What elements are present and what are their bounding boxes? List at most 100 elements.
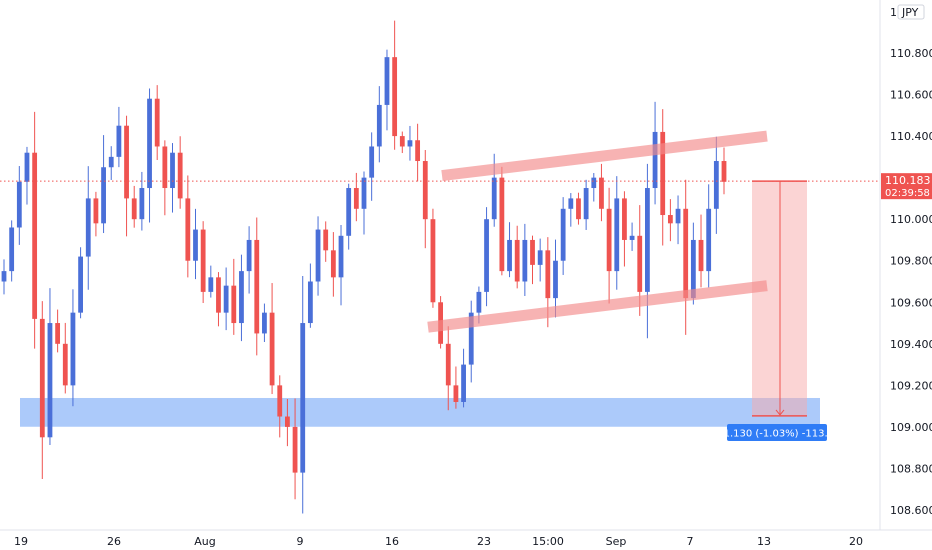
candle[interactable]	[254, 217, 260, 356]
candle[interactable]	[384, 49, 390, 131]
candle[interactable]	[553, 239, 558, 318]
candle[interactable]	[1, 259, 7, 295]
candle[interactable]	[85, 166, 91, 290]
candle[interactable]	[706, 184, 712, 288]
candle-body	[499, 177, 505, 272]
candle[interactable]	[285, 398, 290, 447]
candle[interactable]	[62, 322, 68, 394]
candle[interactable]	[147, 88, 152, 223]
candle[interactable]	[323, 221, 329, 262]
candle[interactable]	[116, 106, 122, 168]
candle[interactable]	[698, 214, 704, 288]
candle[interactable]	[32, 111, 38, 349]
candle[interactable]	[131, 185, 137, 228]
candle[interactable]	[537, 238, 543, 282]
candle[interactable]	[216, 272, 221, 327]
time-tick-label: Sep	[606, 535, 627, 548]
candle[interactable]	[645, 163, 650, 339]
candle[interactable]	[713, 136, 719, 234]
candle[interactable]	[453, 366, 459, 409]
candle[interactable]	[208, 265, 214, 298]
candle[interactable]	[369, 132, 375, 201]
candle[interactable]	[170, 143, 175, 213]
candle[interactable]	[154, 85, 160, 161]
candle[interactable]	[415, 123, 421, 182]
candle[interactable]	[629, 222, 635, 251]
candle[interactable]	[315, 216, 321, 296]
projection-label[interactable]: -1.130 (-1.03%) -113.0	[720, 424, 834, 441]
candle[interactable]	[507, 222, 512, 278]
candle[interactable]	[721, 147, 727, 195]
candle[interactable]	[177, 136, 183, 209]
candle[interactable]	[606, 187, 612, 304]
candle[interactable]	[307, 263, 313, 328]
candle[interactable]	[392, 20, 398, 150]
candle[interactable]	[139, 171, 145, 231]
candle[interactable]	[568, 193, 574, 227]
candle[interactable]	[47, 288, 53, 446]
candle[interactable]	[223, 267, 229, 331]
candle[interactable]	[683, 179, 689, 335]
candle[interactable]	[622, 191, 627, 267]
candle[interactable]	[162, 140, 168, 216]
candle[interactable]	[55, 309, 61, 353]
candle[interactable]	[461, 348, 466, 408]
time-tick-label: 23	[477, 535, 491, 548]
candle[interactable]	[422, 149, 428, 249]
candle[interactable]	[9, 220, 15, 282]
candle[interactable]	[614, 176, 620, 290]
candle[interactable]	[667, 199, 673, 242]
candle[interactable]	[277, 375, 283, 438]
candle[interactable]	[16, 166, 22, 245]
channel-upper-line[interactable]	[441, 130, 768, 182]
candle[interactable]	[185, 175, 191, 278]
candle[interactable]	[39, 301, 45, 479]
candle[interactable]	[269, 283, 275, 395]
candle[interactable]	[514, 225, 520, 289]
candle[interactable]	[200, 221, 206, 304]
candle[interactable]	[330, 232, 336, 297]
candle[interactable]	[445, 326, 451, 411]
candle[interactable]	[246, 226, 252, 294]
candle[interactable]	[239, 254, 244, 342]
candle[interactable]	[522, 223, 528, 296]
candle[interactable]	[430, 208, 436, 308]
candle[interactable]	[530, 235, 535, 285]
candle[interactable]	[338, 224, 344, 306]
candle[interactable]	[399, 131, 405, 154]
candle[interactable]	[361, 171, 367, 235]
candle[interactable]	[376, 86, 382, 163]
candle[interactable]	[675, 195, 681, 245]
candle[interactable]	[101, 135, 106, 234]
candle[interactable]	[468, 300, 474, 383]
candle[interactable]	[262, 303, 267, 343]
candle[interactable]	[193, 208, 198, 280]
candle[interactable]	[484, 207, 489, 307]
candle[interactable]	[583, 179, 589, 230]
currency-badge[interactable]	[897, 4, 925, 20]
channel-lower-line[interactable]	[427, 280, 768, 333]
candle[interactable]	[576, 192, 581, 225]
candle[interactable]	[70, 289, 76, 407]
candle[interactable]	[300, 276, 306, 514]
candle[interactable]	[78, 247, 83, 319]
candle[interactable]	[560, 197, 566, 275]
time-tick-label: 16	[385, 535, 399, 548]
candle[interactable]	[499, 166, 505, 276]
support-zone[interactable]	[20, 397, 820, 427]
candle[interactable]	[24, 146, 30, 205]
candle[interactable]	[108, 146, 114, 180]
candle[interactable]	[346, 183, 352, 250]
candle[interactable]	[660, 109, 666, 246]
candle[interactable]	[93, 191, 99, 237]
candle[interactable]	[231, 258, 237, 335]
candle[interactable]	[599, 163, 604, 222]
candle[interactable]	[591, 173, 597, 202]
candle[interactable]	[292, 398, 298, 500]
candle-body	[200, 229, 206, 292]
candle[interactable]	[407, 125, 413, 161]
candle[interactable]	[124, 115, 129, 237]
